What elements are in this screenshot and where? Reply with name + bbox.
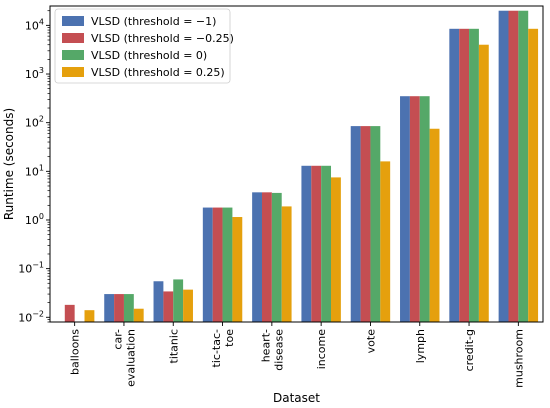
x-tick-label: toe (223, 329, 236, 347)
legend-label: VLSD (threshold = −0.25) (91, 32, 234, 45)
bar-5-2 (321, 165, 332, 322)
x-tick-label: evaluation (124, 329, 137, 387)
bar-1-2 (123, 294, 134, 322)
legend-swatch (62, 16, 84, 26)
bar-5-0 (301, 165, 312, 322)
bar-8-2 (469, 28, 479, 323)
y-tick-label: 103 (25, 66, 44, 81)
legend-swatch (62, 67, 84, 77)
x-axis-title: Dataset (273, 391, 320, 405)
x-tick-label-group: income (315, 329, 328, 370)
x-tick-label-group: balloons (69, 329, 82, 375)
bar-8-3 (478, 44, 489, 322)
x-tick-label: titanic (167, 329, 180, 364)
y-axis-title: Runtime (seconds) (2, 108, 16, 220)
bar-1-0 (104, 294, 115, 322)
bar-4-2 (271, 192, 282, 322)
x-tick-label-group: titanic (167, 329, 180, 364)
x-tick-label-group: heart-disease (259, 329, 285, 371)
x-tick-label: vote (364, 329, 377, 354)
bar-4-3 (281, 206, 292, 322)
legend-swatch (62, 50, 84, 60)
y-tick-label: 10−1 (18, 261, 44, 276)
bar-7-3 (429, 128, 440, 322)
y-tick-label: 101 (25, 163, 44, 178)
bar-9-0 (498, 10, 509, 322)
bar-7-0 (400, 96, 410, 322)
x-tick-label: heart- (259, 329, 272, 362)
bar-7-2 (419, 96, 430, 322)
y-tick-label: 104 (25, 17, 44, 32)
x-tick-label: credit-g (463, 329, 476, 371)
bars-group (64, 10, 539, 323)
bar-4-1 (261, 192, 272, 322)
bar-6-2 (370, 126, 381, 322)
bar-2-2 (173, 279, 184, 322)
x-tick-label-group: mushroom (512, 329, 525, 388)
bar-2-1 (163, 291, 174, 322)
bar-3-1 (212, 207, 223, 322)
bar-6-1 (360, 126, 371, 322)
bar-5-3 (331, 177, 341, 322)
legend-label: VLSD (threshold = 0) (91, 49, 207, 62)
plot-frame (49, 5, 544, 323)
x-axis-ticks: balloons car-evaluation titanic tic-tac-toe… (69, 322, 525, 388)
x-tick-label-group: vote (364, 329, 377, 354)
bar-6-3 (380, 161, 391, 322)
bar-2-0 (153, 281, 164, 322)
x-tick-label: disease (272, 329, 285, 371)
x-tick-label-group: car-evaluation (111, 329, 137, 387)
bar-3-3 (232, 217, 243, 322)
legend: VLSD (threshold = −1) VLSD (threshold = −… (54, 8, 234, 84)
bar-4-0 (252, 192, 262, 322)
bar-3-0 (202, 207, 213, 322)
bar-7-1 (409, 96, 420, 322)
bar-6-0 (350, 126, 361, 322)
bar-8-1 (459, 28, 470, 323)
x-tick-label: mushroom (512, 329, 525, 388)
x-tick-label-group: tic-tac-toe (210, 329, 236, 368)
x-tick-label: car- (111, 329, 124, 350)
x-tick-label: balloons (69, 329, 82, 375)
y-tick-label: 102 (25, 115, 44, 130)
bar-8-0 (449, 28, 460, 323)
y-tick-label: 100 (25, 212, 44, 227)
x-tick-label: tic-tac- (210, 329, 223, 367)
x-tick-label: lymph (414, 329, 427, 363)
x-tick-label-group: lymph (414, 329, 427, 363)
bar-1-1 (114, 294, 124, 322)
y-tick-label: 10−2 (18, 309, 44, 324)
legend-box (54, 8, 231, 84)
bar-3-2 (222, 207, 233, 322)
bar-0-1 (64, 304, 75, 322)
bar-9-2 (518, 10, 529, 322)
bar-0-3 (84, 310, 95, 322)
x-tick-label-group: credit-g (463, 329, 476, 371)
y-axis-ticks: 10−2 10−1 100 101 102 103 104 (18, 10, 50, 324)
bar-1-3 (133, 308, 144, 322)
bar-9-3 (528, 28, 539, 323)
legend-label: VLSD (threshold = 0.25) (91, 66, 225, 79)
legend-swatch (62, 33, 84, 43)
bar-9-1 (508, 10, 519, 322)
legend-label: VLSD (threshold = −1) (91, 15, 216, 28)
bar-5-1 (311, 165, 322, 322)
bar-2-3 (183, 289, 193, 322)
x-tick-label: income (315, 329, 328, 370)
